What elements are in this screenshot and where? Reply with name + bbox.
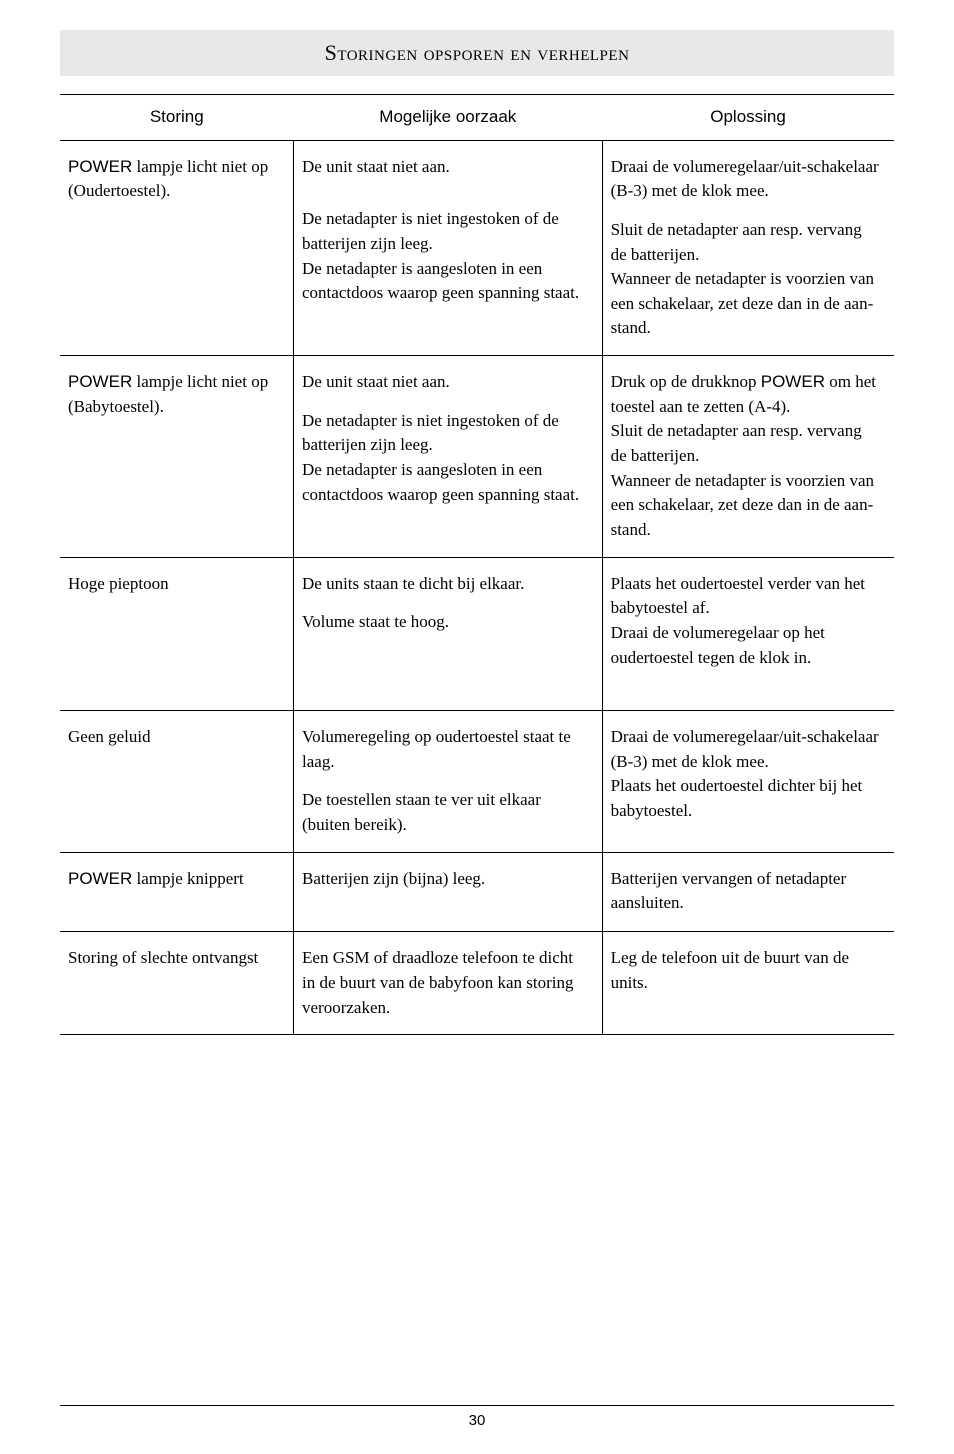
cell-cause: De unit staat niet aan. De netadapter is… [294,140,603,355]
cell-solution: Leg de telefoon uit de buurt van de unit… [602,932,894,1035]
col-header-solution: Oplossing [602,95,894,141]
power-label: POWER [68,372,132,391]
cell-solution: Plaats het oudertoestel verder van het b… [602,557,894,711]
cause-text: Volume staat te hoog. [302,610,588,635]
solution-pre: Druk op de drukknop [611,372,761,391]
table-row: POWER lampje licht niet op (Babytoestel)… [60,356,894,557]
troubleshooting-table: Storing Mogelijke oorzaak Oplossing POWE… [60,94,894,1035]
cell-storing: POWER lampje licht niet op (Babytoestel)… [60,356,294,557]
cause-text: De netadapter is niet ingestoken of de b… [302,207,588,306]
document-page: Storingen opsporen en verhelpen Storing … [0,0,954,1454]
cause-text: De units staan te dicht bij elkaar. [302,572,588,597]
cell-storing: Geen geluid [60,711,294,853]
cell-cause: Volumeregeling op oudertoestel staat te … [294,711,603,853]
cause-text: De netadapter is niet ingestoken of de b… [302,409,588,508]
cell-cause: De unit staat niet aan. De netadapter is… [294,356,603,557]
cell-storing: POWER lampje knippert [60,852,294,932]
col-header-storing: Storing [60,95,294,141]
cell-storing: Hoge pieptoon [60,557,294,711]
solution-post: om het toestel aan te zetten (A-4). Slui… [611,372,876,539]
solution-text: Draai de volumeregelaar/uit-schakelaar (… [611,155,880,204]
cell-cause: De units staan te dicht bij elkaar. Volu… [294,557,603,711]
page-footer: 30 [60,1405,894,1429]
table-row: POWER lampje knippert Batterijen zijn (b… [60,852,894,932]
table-row: Storing of slechte ontvangst Een GSM of … [60,932,894,1035]
cause-text: Volumeregeling op oudertoestel staat te … [302,725,588,774]
page-number: 30 [469,1412,486,1429]
solution-text: Sluit de netadapter aan resp. vervang de… [611,218,880,341]
power-label: POWER [761,372,825,391]
cause-text: De unit staat niet aan. [302,370,588,395]
section-heading: Storingen opsporen en verhelpen [60,30,894,76]
power-label: POWER [68,157,132,176]
power-label: POWER [68,869,132,888]
col-header-cause: Mogelijke oorzaak [294,95,603,141]
table-row: Geen geluid Volumeregeling op oudertoest… [60,711,894,853]
table-row: Hoge pieptoon De units staan te dicht bi… [60,557,894,711]
cause-text: De toestellen staan te ver uit elkaar (b… [302,788,588,837]
cause-text: De unit staat niet aan. [302,155,588,180]
cell-storing: Storing of slechte ontvangst [60,932,294,1035]
cell-solution: Batterijen vervangen of netadapter aansl… [602,852,894,932]
table-row: POWER lampje licht niet op (Oudertoestel… [60,140,894,355]
cell-storing: POWER lampje licht niet op (Oudertoestel… [60,140,294,355]
cell-solution: Draai de volumeregelaar/uit-schakelaar (… [602,140,894,355]
cell-solution: Druk op de drukknop POWER om het toestel… [602,356,894,557]
cell-cause: Batterijen zijn (bijna) leeg. [294,852,603,932]
table-header-row: Storing Mogelijke oorzaak Oplossing [60,95,894,141]
cell-cause: Een GSM of draadloze telefoon te dicht i… [294,932,603,1035]
storing-text: lampje knippert [132,869,243,888]
cell-solution: Draai de volumeregelaar/uit-schakelaar (… [602,711,894,853]
